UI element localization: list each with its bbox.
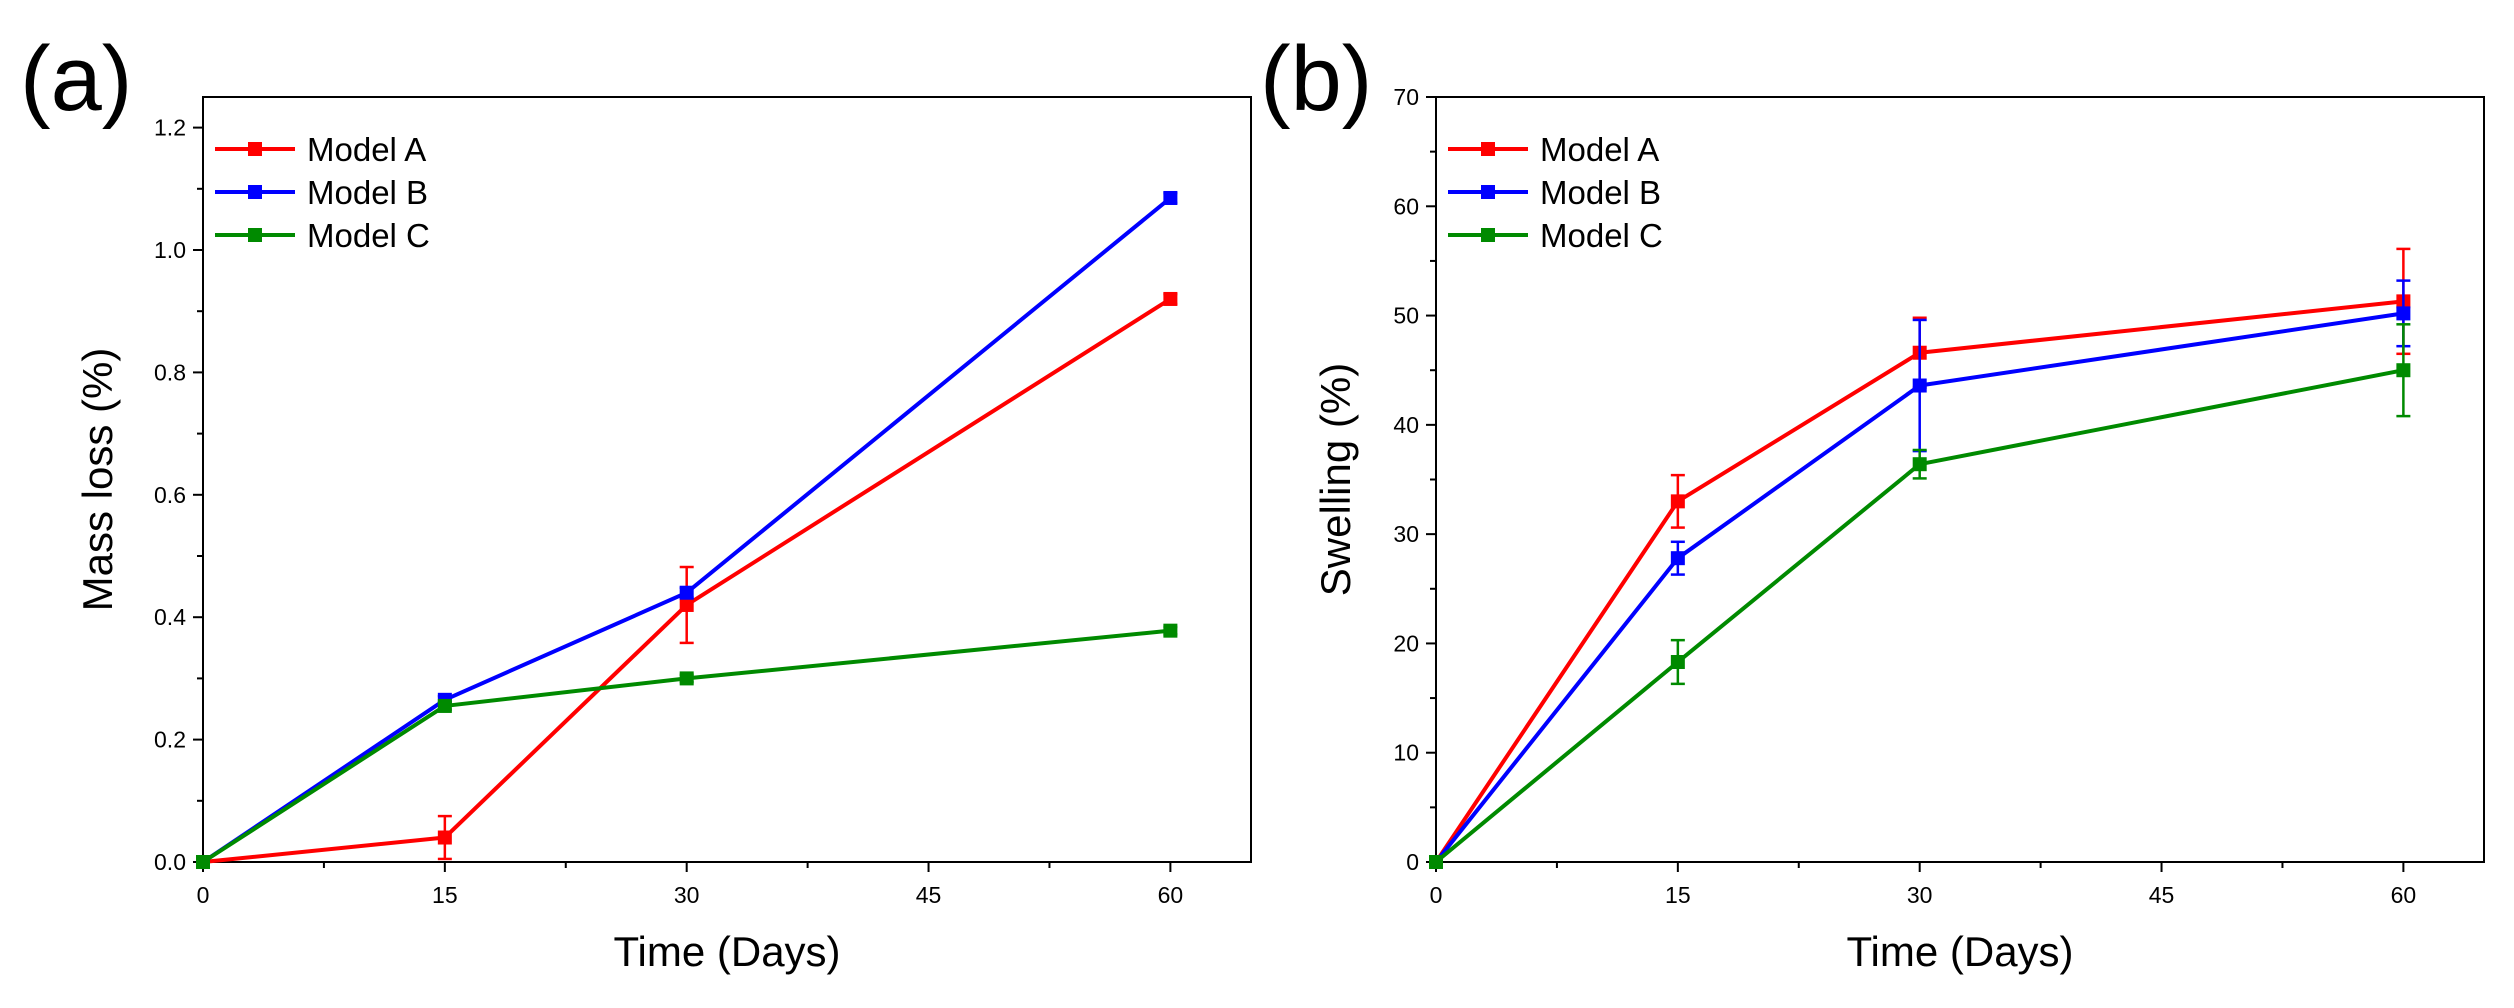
data-point [679,671,694,686]
series-line [1434,311,2404,864]
plot-frame [202,96,1252,863]
legend: Model A Model B Model C [1448,131,1663,254]
y-tick-label: 0.0 [154,849,186,875]
legend-label: Model C [1540,217,1663,254]
y-tick-label: 10 [1393,740,1419,766]
data-point [2396,363,2411,378]
y-tick-label: 1.0 [154,237,186,263]
data-point [1670,655,1685,670]
x-tick-label: 60 [2391,882,2417,908]
x-axis-label: Time (Days) [613,928,840,975]
legend-swatch-marker [248,142,262,156]
y-tick-label: 70 [1393,84,1419,110]
series-model-b [196,190,1178,869]
y-tick-label: 0 [1406,849,1419,875]
legend-label: Model B [307,174,428,211]
data-point [1912,457,1927,472]
x-tick-label: 30 [1907,882,1933,908]
data-point [1670,494,1685,509]
legend-swatch-marker [1481,228,1495,242]
data-point [1429,855,1443,869]
x-tick-label: 0 [1430,882,1443,908]
y-tick-label: 0.8 [154,359,186,385]
y-tick-label: 40 [1393,412,1419,438]
x-tick-label: 60 [1158,882,1184,908]
legend-swatch-marker [1481,142,1495,156]
x-tick-label: 30 [674,882,700,908]
x-axis-label: Time (Days) [1846,928,2073,975]
legend: Model A Model B Model C [215,131,430,254]
panel-label: (a) [20,28,132,130]
data-point [1163,190,1178,205]
data-point [437,698,452,713]
x-tick-label: 0 [197,882,210,908]
legend-label: Model A [1540,131,1659,168]
data-point [1912,378,1927,393]
chart-panel-2: 0 15 30 45 60 0 10 20 30 40 50 60 70 Time (Days) Swell… [1260,28,2485,975]
data-point [679,585,694,600]
legend-label: Model B [1540,174,1661,211]
legend-label: Model A [307,131,426,168]
series-model-b [1429,279,2411,869]
y-tick-label: 60 [1393,193,1419,219]
data-point [196,855,210,869]
y-axis-label: Swelling (%) [1312,363,1359,596]
legend-swatch-marker [1481,185,1495,199]
data-point [1163,291,1178,306]
series-line [201,628,1171,864]
data-point [679,597,694,612]
chart-panel-1: 0 15 30 45 60 0.0 0.2 0.4 0.6 0.8 1.0 1.2 Time (Days… [20,28,1252,975]
series-line [201,196,1172,864]
series-model-c [196,623,1178,869]
y-axis-label: Mass loss (%) [74,348,121,612]
x-tick-label: 45 [2149,882,2175,908]
x-tick-label: 15 [432,882,458,908]
y-tick-label: 20 [1393,630,1419,656]
series-model-c [1429,323,2411,869]
series-line [1434,368,2404,864]
y-tick-label: 30 [1393,521,1419,547]
legend-label: Model C [307,217,430,254]
data-point [1670,551,1685,566]
y-tick-label: 50 [1393,303,1419,329]
data-point [1163,623,1178,638]
x-tick-label: 15 [1665,882,1691,908]
series-line [1434,299,2404,864]
legend-swatch-marker [248,185,262,199]
data-point [437,830,452,845]
legend-swatch-marker [248,228,262,242]
series-line [202,297,1172,864]
y-tick-label: 0.2 [154,727,186,753]
y-tick-label: 1.2 [154,115,186,141]
x-tick-label: 45 [916,882,942,908]
data-point [2396,306,2411,321]
plot-frame [1435,96,2485,863]
series-model-a [196,291,1178,869]
y-tick-label: 0.6 [154,482,186,508]
y-tick-label: 0.4 [154,604,186,630]
panel-label: (b) [1260,28,1372,130]
